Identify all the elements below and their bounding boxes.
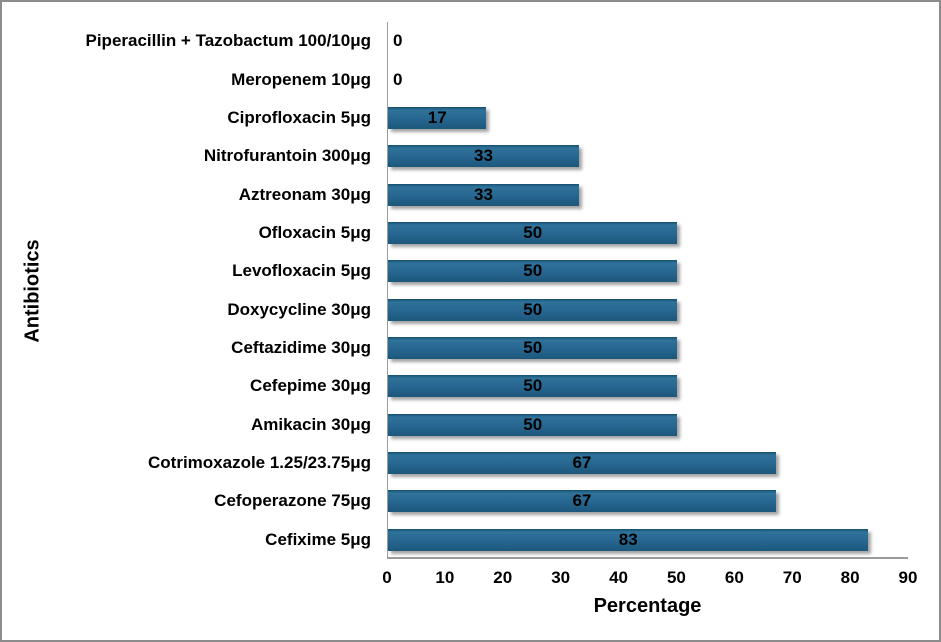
value-label: 50 bbox=[523, 414, 543, 434]
value-label: 0 bbox=[393, 31, 403, 51]
x-tick-label: 10 bbox=[435, 568, 455, 587]
category-label: Doxycycline 30μg bbox=[227, 299, 371, 319]
value-label: 67 bbox=[572, 453, 592, 473]
bar bbox=[388, 452, 776, 475]
category-label: Cotrimoxazole 1.25/23.75μg bbox=[148, 453, 371, 473]
category-label: Meropenem 10μg bbox=[231, 69, 371, 89]
category-label: Cefoperazone 75μg bbox=[214, 491, 371, 511]
value-label: 50 bbox=[523, 261, 543, 281]
value-label: 50 bbox=[523, 376, 543, 396]
x-tick-label: 70 bbox=[782, 568, 802, 587]
category-label: Cefepime 30μg bbox=[250, 376, 371, 396]
value-label: 33 bbox=[474, 146, 493, 166]
category-label: Amikacin 30μg bbox=[250, 414, 371, 434]
bar bbox=[388, 528, 869, 551]
category-label: Aztreonam 30μg bbox=[238, 184, 371, 204]
x-tick-label: 30 bbox=[551, 568, 571, 587]
x-axis-tick-labels: 0 10 20 30 40 50 60 70 80 90 bbox=[2, 568, 939, 590]
x-tick-label: 20 bbox=[493, 568, 513, 587]
bar bbox=[388, 183, 580, 206]
value-label: 83 bbox=[618, 529, 638, 549]
category-label: Ciprofloxacin 5μg bbox=[227, 107, 371, 127]
bar bbox=[388, 298, 678, 321]
x-axis-title: Percentage bbox=[593, 595, 702, 617]
value-label: 50 bbox=[523, 222, 543, 242]
plot-area: 0 0 17 33 33 50 50 50 50 50 50 67 67 83 bbox=[387, 22, 908, 559]
category-label: Nitrofurantoin 300μg bbox=[203, 146, 371, 166]
bar bbox=[388, 337, 678, 360]
category-label: Ofloxacin 5μg bbox=[258, 222, 371, 242]
value-label: 50 bbox=[523, 299, 543, 319]
value-label: 50 bbox=[523, 338, 543, 358]
bar bbox=[388, 145, 580, 168]
x-tick-label: 80 bbox=[840, 568, 860, 587]
x-tick-label: 40 bbox=[609, 568, 629, 587]
value-label: 67 bbox=[572, 491, 592, 511]
x-tick-label: 0 bbox=[382, 568, 392, 587]
bar bbox=[388, 260, 678, 283]
x-tick-label: 60 bbox=[724, 568, 744, 587]
bar bbox=[388, 106, 487, 129]
value-label: 17 bbox=[427, 107, 447, 127]
bar bbox=[388, 221, 678, 244]
bar bbox=[388, 413, 678, 436]
category-label: Cefixime 5μg bbox=[265, 529, 371, 549]
category-axis-labels: Piperacillin + Tazobactum 100/10μg Merope… bbox=[2, 22, 372, 559]
x-tick-label: 50 bbox=[666, 568, 686, 587]
category-label: Piperacillin + Tazobactum 100/10μg bbox=[85, 31, 372, 51]
value-label: 0 bbox=[393, 69, 403, 89]
category-label: Ceftazidime 30μg bbox=[231, 338, 371, 358]
bar bbox=[388, 375, 678, 398]
x-tick-label: 90 bbox=[898, 568, 918, 587]
bar bbox=[388, 490, 776, 513]
category-label: Levofloxacin 5μg bbox=[232, 261, 371, 281]
value-label: 33 bbox=[474, 184, 493, 204]
